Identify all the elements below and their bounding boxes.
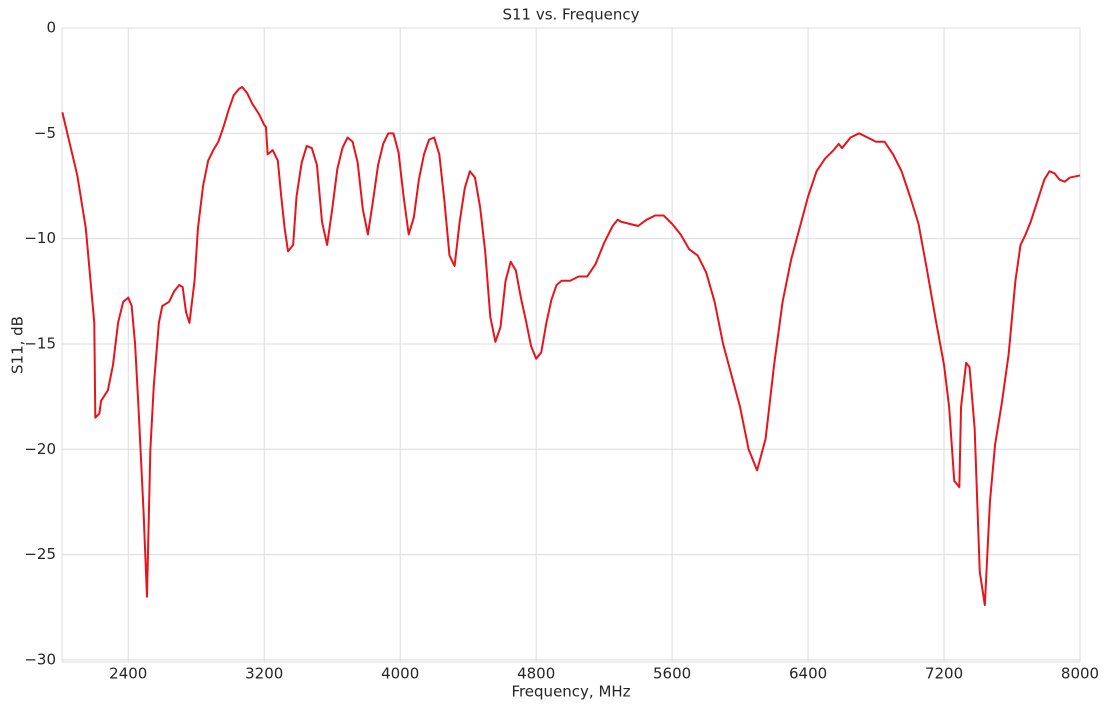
x-tick-label: 4000 bbox=[381, 665, 419, 683]
y-tick-label: −5 bbox=[34, 124, 56, 142]
x-axis-label: Frequency, MHz bbox=[511, 683, 630, 701]
y-tick-label: −25 bbox=[24, 545, 56, 563]
y-tick-label: −15 bbox=[24, 334, 56, 352]
chart-title: S11 vs. Frequency bbox=[502, 6, 639, 24]
x-tick-label: 3200 bbox=[245, 665, 283, 683]
x-tick-label: 7200 bbox=[925, 665, 963, 683]
y-tick-label: −10 bbox=[24, 229, 56, 247]
x-tick-label: 4800 bbox=[517, 665, 555, 683]
x-tick-label: 8000 bbox=[1061, 665, 1099, 683]
y-tick-label: −30 bbox=[24, 650, 56, 668]
y-axis-label: S11, dB bbox=[9, 316, 27, 374]
plot-frame bbox=[61, 27, 1081, 663]
y-tick-label: 0 bbox=[46, 19, 56, 37]
x-tick-label: 6400 bbox=[789, 665, 827, 683]
x-tick-label: 5600 bbox=[653, 665, 691, 683]
x-tick-label: 2400 bbox=[109, 665, 147, 683]
y-tick-label: −20 bbox=[24, 440, 56, 458]
line-series bbox=[61, 85, 1081, 607]
